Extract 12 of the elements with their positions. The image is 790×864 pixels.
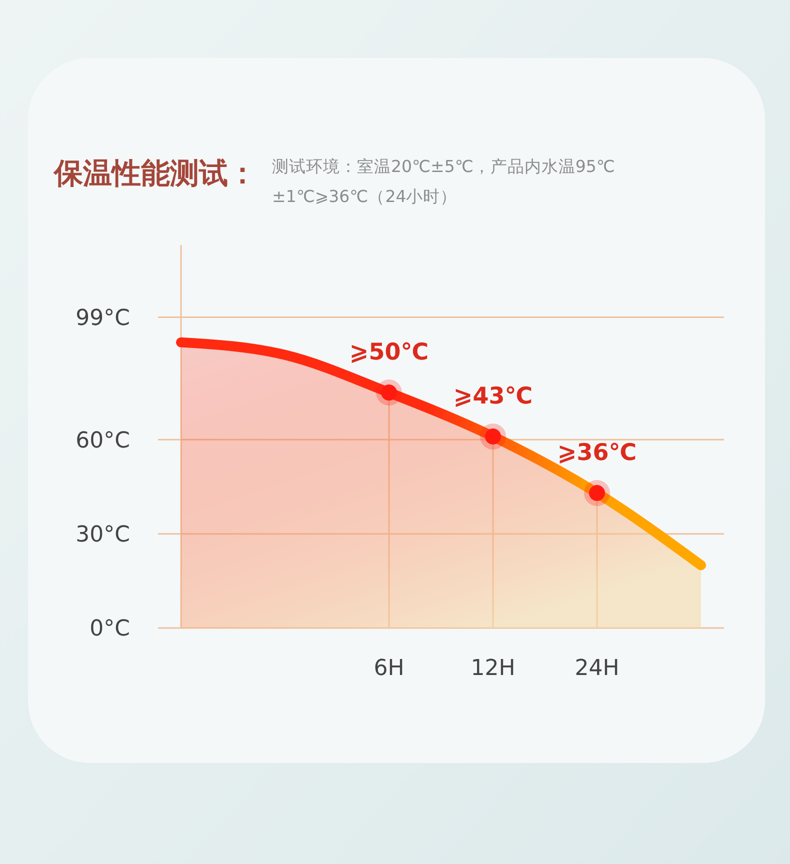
annotation: ⩾36℃ <box>557 440 637 466</box>
y-tick-label: 0°C <box>90 616 130 642</box>
y-tick-label: 30°C <box>76 522 130 548</box>
x-tick-label: 12H <box>470 656 516 681</box>
y-tick-label: 99°C <box>76 306 130 331</box>
annotation: ⩾50℃ <box>349 340 429 366</box>
x-tick-label: 24H <box>574 656 620 681</box>
chart-title: 保温性能测试： <box>53 156 257 190</box>
chart-subtitle: 测试环境：室温20℃±5℃，产品内水温95℃±1℃⩾36℃（24小时） <box>272 156 616 208</box>
y-tick-label: 60°C <box>76 428 130 454</box>
annotation: ⩾43℃ <box>453 384 533 410</box>
x-tick-label: 6H <box>374 656 404 681</box>
